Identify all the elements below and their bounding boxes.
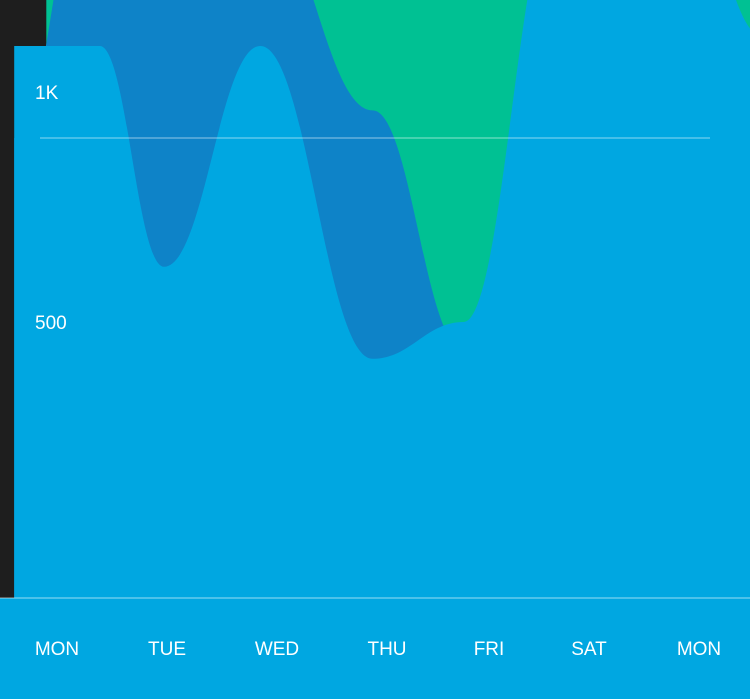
y-tick-label: 1K: [35, 83, 59, 104]
x-tick-labels: MON TUE WED THU FRI SAT MON: [35, 639, 721, 660]
x-tick-label: FRI: [474, 639, 505, 660]
series-layer: [14, 0, 750, 699]
x-tick-label: MON: [35, 639, 79, 660]
x-tick-label: TUE: [148, 639, 186, 660]
y-tick-labels: 5001K1,5K2K2,5K3K: [35, 83, 67, 334]
x-tick-label: THU: [367, 639, 406, 660]
x-tick-label: WED: [255, 639, 299, 660]
x-axis-band: [0, 598, 750, 699]
x-tick-label: MON: [677, 639, 721, 660]
y-tick-label: 500: [35, 313, 67, 334]
x-tick-label: SAT: [571, 639, 607, 660]
area-series-3: [14, 0, 750, 699]
grid-layer: [0, 137, 750, 599]
